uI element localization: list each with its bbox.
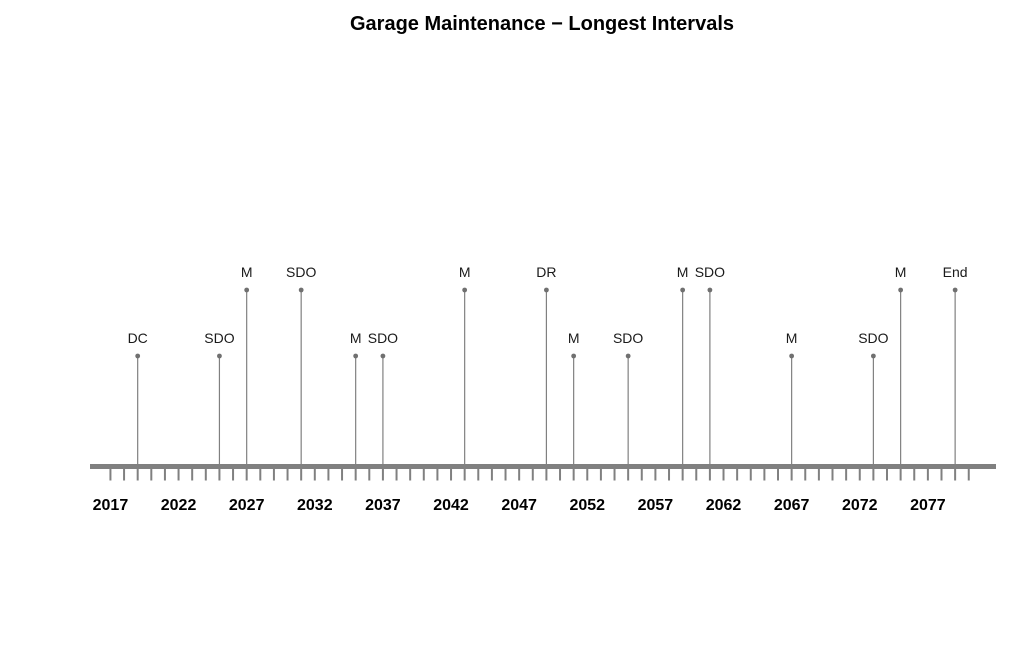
event-marker [462,287,468,293]
x-tick-labels: 2017 2022 2027 2032 2037 2042 2047 2052 2057 2062… [93,497,946,514]
event-marker [680,287,686,293]
x-tick-label: 2052 [569,497,605,514]
x-tick-label: 2062 [706,497,742,514]
x-tick-label: 2047 [501,497,537,514]
event-label: M [459,264,471,280]
event-marker [625,353,631,359]
event-stems [137,290,956,465]
event-marker [298,287,304,293]
event-marker [707,287,713,293]
event-labels: DC SDO M SDO M SDO M DR M SDO M SDO M SDO M End [128,264,968,346]
event-marker [217,353,222,359]
event-label: SDO [858,330,888,346]
event-label: DR [536,264,556,280]
event-label: M [786,330,798,346]
event-label: M [241,264,253,280]
x-tick-label: 2067 [774,497,810,514]
event-marker [544,287,549,293]
event-label: M [350,330,362,346]
event-marker [571,353,577,359]
event-marker [380,353,386,359]
event-label: M [568,330,580,346]
event-label: SDO [368,330,398,346]
event-label: End [943,264,968,280]
x-tick-label: 2022 [161,497,197,514]
x-tick-label: 2072 [842,497,878,514]
x-tick-label: 2027 [229,497,265,514]
x-tick-label: 2077 [910,497,946,514]
event-marker [870,353,876,359]
x-tick-label: 2042 [433,497,469,514]
timeline-axis [90,464,996,469]
event-marker [244,287,250,293]
event-label: DC [128,330,148,346]
event-label: M [895,264,907,280]
x-tick-label: 2057 [638,497,674,514]
event-marker [789,353,795,359]
event-label: SDO [204,330,234,346]
event-marker [135,353,141,359]
event-label: SDO [286,264,316,280]
event-marker [898,287,904,293]
x-tick-label: 2037 [365,497,401,514]
event-label: SDO [695,264,725,280]
chart-title: Garage Maintenance − Longest Intervals [350,13,734,35]
event-label: SDO [613,330,643,346]
x-tick-label: 2017 [93,497,129,514]
event-label: M [677,264,689,280]
event-marker [952,287,958,293]
event-markers [135,287,958,359]
x-tick-label: 2032 [297,497,333,514]
event-marker [353,353,359,359]
